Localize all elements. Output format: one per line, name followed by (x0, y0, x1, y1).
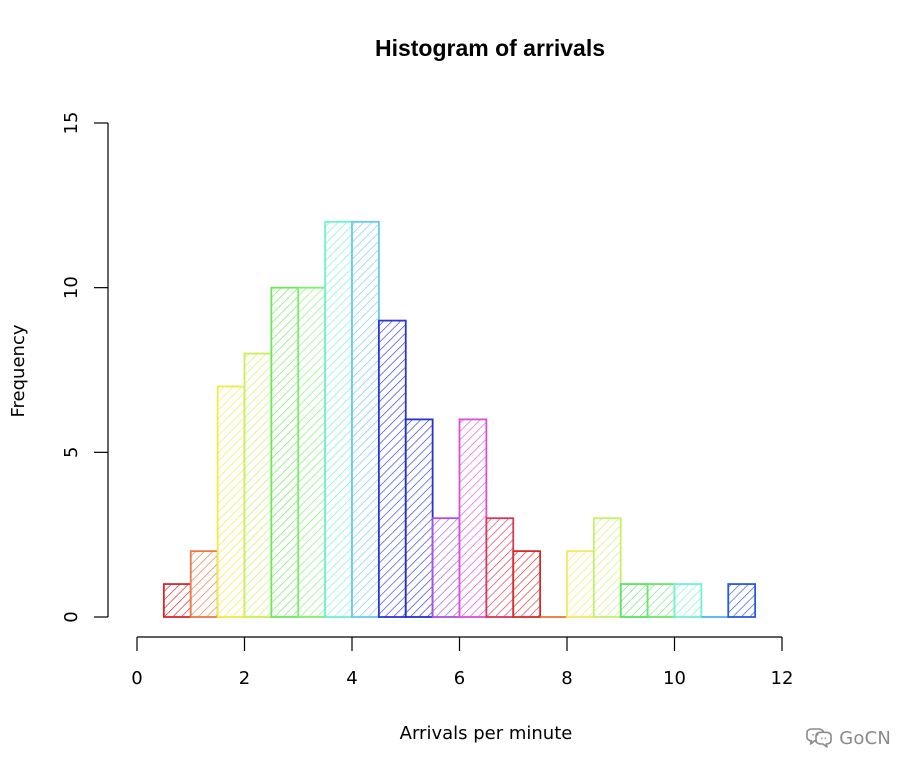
x-tick-label: 8 (561, 668, 572, 689)
x-tick-label: 6 (454, 668, 465, 689)
histogram-bar (512, 550, 542, 618)
y-tick-label: 5 (61, 447, 82, 458)
chart-title: Histogram of arrivals (375, 35, 605, 61)
histogram-bar (727, 583, 757, 618)
histogram-bar (485, 517, 515, 618)
y-axis-label: Frequency (8, 324, 29, 417)
histogram-bar (189, 550, 219, 618)
histogram-bar (566, 550, 595, 618)
x-tick-label: 4 (346, 668, 357, 689)
histogram-bar (646, 583, 676, 618)
histogram-bar (324, 220, 353, 618)
histogram-bar (162, 583, 192, 618)
x-axis: 0 2 4 6 8 10 12 (131, 636, 794, 689)
histogram-bar (297, 286, 327, 618)
histogram-bar (243, 352, 273, 618)
y-tick-label: 0 (61, 611, 82, 622)
histogram-bar (592, 517, 622, 618)
x-tick-label: 0 (131, 668, 142, 689)
histogram-bar (377, 319, 407, 618)
x-tick-label: 10 (663, 668, 686, 689)
y-tick-label: 15 (61, 112, 82, 135)
histogram-bar (458, 418, 488, 618)
watermark: GoCN (803, 727, 891, 749)
histogram-bar (351, 220, 380, 618)
histogram-bar (216, 385, 246, 618)
chat-bubbles-icon (803, 727, 833, 749)
x-tick-label: 2 (239, 668, 250, 689)
histogram-bar (619, 583, 649, 618)
y-axis: 0 5 10 15 (61, 112, 109, 623)
bars (162, 220, 757, 618)
histogram-bar (673, 583, 703, 618)
histogram-bar (404, 418, 434, 618)
watermark-text: GoCN (839, 727, 891, 749)
x-tick-label: 12 (771, 668, 794, 689)
histogram-bar (431, 517, 461, 618)
histogram-bar (270, 286, 300, 618)
x-axis-label: Arrivals per minute (400, 723, 573, 744)
y-tick-label: 10 (61, 276, 82, 299)
